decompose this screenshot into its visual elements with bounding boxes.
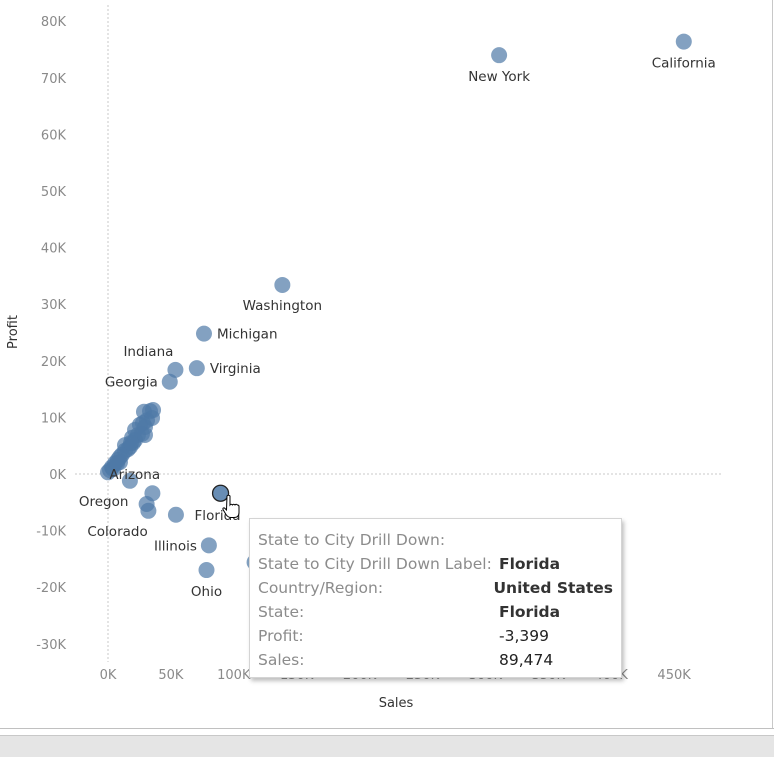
x-tick-label: 50K: [158, 668, 184, 683]
scatter-chart: 80K 70K 60K 50K 40K 30K 20K 10K 0K -10K -20K -30K 0K…: [6, 5, 722, 711]
data-point-florida-selected[interactable]: [211, 484, 230, 502]
tooltip-row-sales: Sales: 89,474: [258, 648, 613, 672]
point-label: Virginia: [210, 361, 261, 377]
tooltip-row-drill-down: State to City Drill Down:: [258, 528, 613, 552]
y-tick-label: 20K: [41, 355, 67, 370]
tooltip-value: 89,474: [499, 651, 554, 669]
point-label: Michigan: [217, 327, 278, 343]
data-point-new-york[interactable]: [491, 47, 508, 64]
data-point-ohio[interactable]: [198, 562, 215, 579]
y-tick-label: 10K: [41, 411, 67, 426]
status-bar: [0, 735, 774, 757]
data-point-illinois[interactable]: [200, 537, 217, 554]
y-tick-label: 30K: [41, 298, 67, 313]
tooltip-row-drill-down-label: State to City Drill Down Label: Florida: [258, 552, 613, 576]
data-point-california[interactable]: [675, 33, 692, 50]
y-tick-label: -30K: [36, 638, 66, 653]
tooltip-row-country: Country/Region: United States: [258, 576, 613, 600]
point-label: Ohio: [191, 584, 222, 600]
hand-cursor-icon: [222, 494, 240, 518]
data-point[interactable]: [167, 506, 184, 523]
y-tick-label: 50K: [41, 185, 67, 200]
data-point[interactable]: [145, 402, 162, 419]
point-label: Arizona: [109, 467, 160, 483]
tooltip-value: Florida: [499, 603, 561, 621]
data-point[interactable]: [136, 419, 153, 436]
y-tick-label: 70K: [41, 72, 67, 87]
y-tick-label: 0K: [49, 468, 66, 483]
tooltip-key: Country/Region:: [258, 579, 384, 597]
tooltip-value: United States: [493, 579, 613, 597]
tooltip-key: State to City Drill Down:: [258, 531, 446, 549]
point-label: New York: [468, 69, 530, 85]
tooltip-key: State:: [258, 603, 305, 621]
data-point[interactable]: [123, 434, 140, 451]
tooltip-value: -3,399: [499, 627, 549, 645]
x-axis-title: Sales: [379, 696, 414, 711]
point-label: Colorado: [87, 524, 147, 540]
y-tick-label: -20K: [36, 581, 66, 596]
y-tick-label: 80K: [41, 15, 67, 30]
y-tick-label: -10K: [36, 525, 66, 540]
data-point-washington[interactable]: [274, 276, 291, 293]
y-tick-label: 40K: [41, 242, 67, 257]
data-point-michigan[interactable]: [195, 325, 212, 342]
tooltip-row-state: State: Florida: [258, 600, 613, 624]
tooltip: State to City Drill Down: State to City …: [249, 518, 622, 678]
point-label: Georgia: [105, 375, 158, 391]
axes: 80K 70K 60K 50K 40K 30K 20K 10K 0K -10K -20K -30K 0K…: [36, 5, 722, 683]
x-tick-label: 450K: [657, 668, 691, 683]
y-axis-title: Profit: [6, 315, 21, 349]
data-point[interactable]: [138, 495, 155, 512]
data-point-oregon[interactable]: [121, 472, 138, 489]
view-divider: [0, 728, 774, 729]
point-label: Washington: [243, 298, 322, 314]
data-point-indiana[interactable]: [167, 361, 184, 378]
tooltip-value: Florida: [499, 555, 561, 573]
point-label: Indiana: [123, 344, 173, 360]
data-point[interactable]: [109, 455, 126, 472]
point-labels: California New York Washington Michigan Virg…: [79, 56, 716, 600]
view-border: [772, 0, 773, 728]
point-label: California: [652, 56, 716, 72]
point-label: Oregon: [79, 494, 129, 510]
data-point-virginia[interactable]: [188, 360, 205, 377]
tooltip-row-profit: Profit: -3,399: [258, 624, 613, 648]
y-tick-label: 60K: [41, 128, 67, 143]
data-point-georgia[interactable]: [161, 373, 178, 390]
marks: [100, 33, 692, 579]
tooltip-key: State to City Drill Down Label:: [258, 555, 492, 573]
x-tick-label: 100K: [217, 668, 251, 683]
tooltip-key: Sales:: [258, 651, 305, 669]
x-tick-label: 0K: [100, 668, 117, 683]
tooltip-key: Profit:: [258, 627, 304, 645]
point-label: Illinois: [154, 538, 197, 554]
